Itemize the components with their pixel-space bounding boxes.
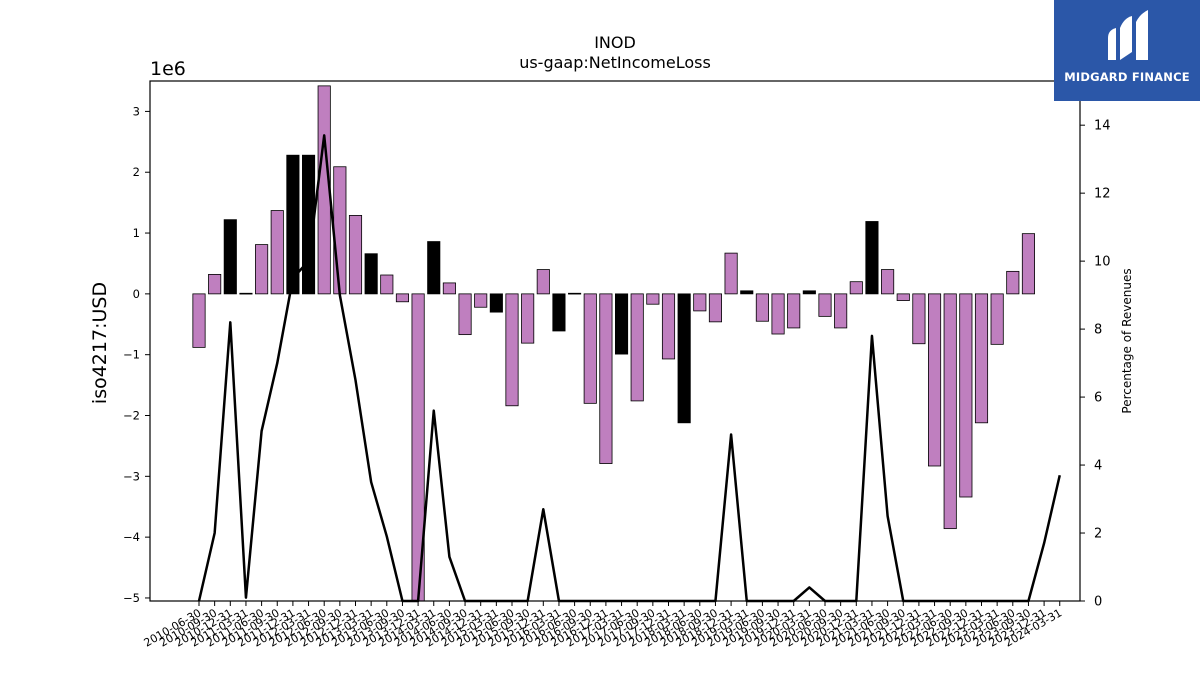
bar-2012-12-31 [348, 215, 363, 295]
bar-2011-12-31 [286, 154, 300, 295]
bar-2022-06-30 [943, 293, 957, 530]
y-right-tick-label: 0 [1094, 595, 1102, 610]
y-axis-label: iso4217:USD [89, 282, 111, 404]
bar-2019-03-31 [740, 290, 754, 295]
bar-2010-09-30 [208, 273, 222, 295]
y-tick-label: −3 [123, 469, 140, 483]
bar-2015-12-31 [536, 269, 550, 295]
bar-2021-09-30 [896, 293, 910, 301]
bar-2013-06-30 [380, 274, 394, 295]
bar-2022-12-31 [974, 293, 989, 424]
chart-title: INOD [594, 33, 636, 52]
bar-2022-03-31 [928, 293, 942, 467]
bar-2014-09-30 [458, 293, 472, 336]
bar-2017-06-30 [630, 293, 644, 402]
y-tick-label: 3 [133, 104, 140, 118]
bar-2013-03-31 [364, 253, 378, 295]
y-axis-right: 0 2 4 6 8 10 12 14 [1080, 119, 1111, 610]
y-right-tick-label: 2 [1094, 527, 1102, 542]
y-tick-label: −5 [123, 591, 140, 605]
y-right-tick-label: 8 [1094, 323, 1102, 338]
x-axis: 2010-06-302010-09-302010-12-312011-03-31… [142, 601, 1064, 650]
y-tick-label: 1 [133, 226, 140, 240]
bar-2015-03-31 [489, 293, 503, 313]
bar-2016-12-31 [599, 293, 613, 464]
y-tick-label: −2 [123, 409, 140, 423]
y-tick-label: −1 [123, 348, 140, 362]
y-tick-label: 0 [133, 287, 140, 301]
bar-2014-03-31 [427, 241, 441, 295]
bar-2019-09-30 [771, 293, 785, 335]
bar-2021-06-30 [881, 269, 895, 295]
bar-2023-06-30 [1006, 270, 1020, 295]
bar-2018-06-30 [693, 293, 707, 312]
bar-2020-06-30 [818, 293, 832, 317]
y-axis-right-label: Percentage of Revenues [1120, 268, 1134, 413]
bar-2023-03-31 [990, 293, 1004, 345]
bar-2018-09-30 [708, 293, 722, 323]
bar-2022-09-30 [959, 293, 973, 498]
bar-2021-12-31 [912, 293, 926, 345]
bar-2020-03-31 [802, 290, 816, 295]
bar-2016-06-30 [568, 292, 582, 295]
bar-2012-09-30 [333, 166, 347, 295]
y-right-tick-label: 10 [1094, 255, 1111, 270]
bar-2017-12-31 [661, 293, 676, 360]
bar-2019-06-30 [755, 293, 769, 322]
bar-2019-12-31 [787, 293, 801, 329]
bar-2010-12-31 [223, 219, 237, 295]
bar-2020-09-30 [834, 293, 848, 329]
bar-2010-06-30 [192, 293, 206, 348]
chart-subtitle: us-gaap:NetIncomeLoss [519, 53, 711, 72]
bar-2012-03-31 [301, 154, 316, 295]
bar-2016-09-30 [583, 293, 597, 404]
bar-2017-03-31 [615, 293, 629, 355]
bar-2017-09-30 [646, 293, 660, 305]
y-right-tick-label: 6 [1094, 391, 1102, 406]
bar-2018-12-31 [724, 252, 738, 295]
y-right-tick-label: 14 [1094, 119, 1111, 134]
y-axis-left: −5 −4 −3 −2 −1 0 1 2 3 [123, 104, 150, 605]
bar-2015-06-30 [505, 293, 519, 407]
bar-2016-03-31 [552, 293, 566, 332]
y-tick-label: −4 [123, 530, 140, 544]
y-tick-label: 2 [133, 165, 140, 179]
bar-2023-09-30 [1021, 233, 1035, 295]
y-right-tick-label: 4 [1094, 459, 1102, 474]
y-right-tick-label: 12 [1094, 187, 1111, 202]
bar-2011-06-30 [255, 244, 269, 295]
bar-2011-09-30 [270, 210, 284, 295]
bar-2018-03-31 [677, 293, 691, 424]
y-offset-label: 1e6 [150, 58, 186, 80]
brand-logo: MIDGARD FINANCE [1054, 0, 1200, 101]
bar-2014-12-31 [474, 293, 488, 308]
midgard-logo-icon [1108, 10, 1148, 60]
bar-2013-09-30 [395, 293, 409, 303]
bars-layer [192, 85, 1035, 602]
brand-name: MIDGARD FINANCE [1064, 70, 1190, 84]
bar-2020-12-31 [849, 281, 863, 295]
bar-2011-03-31 [239, 292, 253, 295]
plot-frame [149, 80, 1081, 602]
bar-2014-06-30 [442, 282, 456, 295]
bar-2021-03-31 [865, 221, 879, 295]
bar-2015-09-30 [521, 293, 535, 344]
